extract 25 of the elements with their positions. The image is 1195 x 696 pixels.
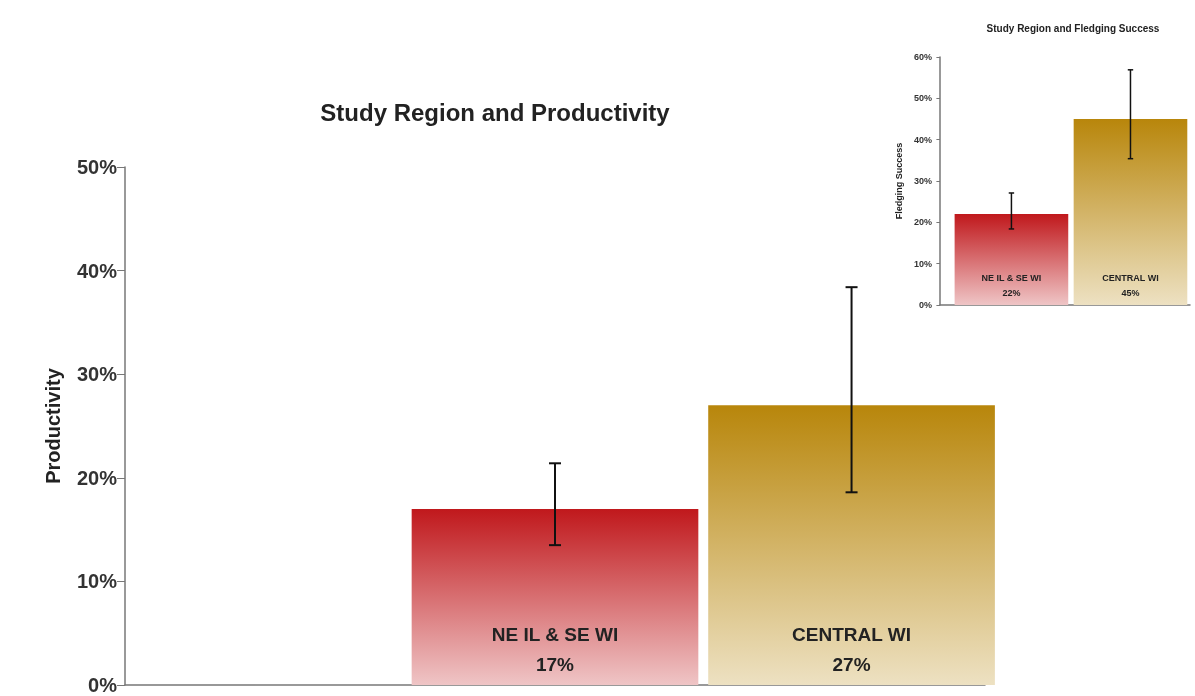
- y-tick-label: 0%: [88, 674, 118, 696]
- y-tick-label: 50%: [76, 156, 118, 178]
- data-label: 22%: [1002, 287, 1021, 298]
- x-tick-label: NE IL & SE WI: [981, 273, 1042, 284]
- y-axis-title: Fledging Success: [893, 142, 904, 220]
- y-tick-label: 20%: [913, 217, 932, 228]
- y-tick-label: 40%: [76, 259, 118, 282]
- data-label: 45%: [1121, 287, 1140, 298]
- y-tick-label: 30%: [913, 176, 932, 186]
- data-label: 27%: [832, 654, 871, 676]
- chart-title: Study Region and Fledging Success: [986, 22, 1160, 34]
- y-tick-label: 60%: [913, 52, 932, 62]
- y-tick-label: 10%: [913, 258, 932, 269]
- y-tick-label: 40%: [913, 134, 932, 145]
- x-tick-label: CENTRAL WI: [1102, 273, 1159, 284]
- y-tick-label: 10%: [76, 570, 118, 593]
- x-tick-label: NE IL & SE WI: [491, 623, 619, 645]
- y-tick-label: 20%: [76, 466, 118, 489]
- data-label: 17%: [535, 654, 575, 676]
- x-tick-label: CENTRAL WI: [792, 623, 912, 645]
- y-tick-label: 0%: [918, 300, 932, 310]
- y-tick-label: 30%: [76, 363, 118, 386]
- y-tick-label: 50%: [913, 93, 932, 104]
- y-axis-title: Productivity: [42, 367, 64, 484]
- chart-title: Study Region and Productivity: [320, 98, 671, 126]
